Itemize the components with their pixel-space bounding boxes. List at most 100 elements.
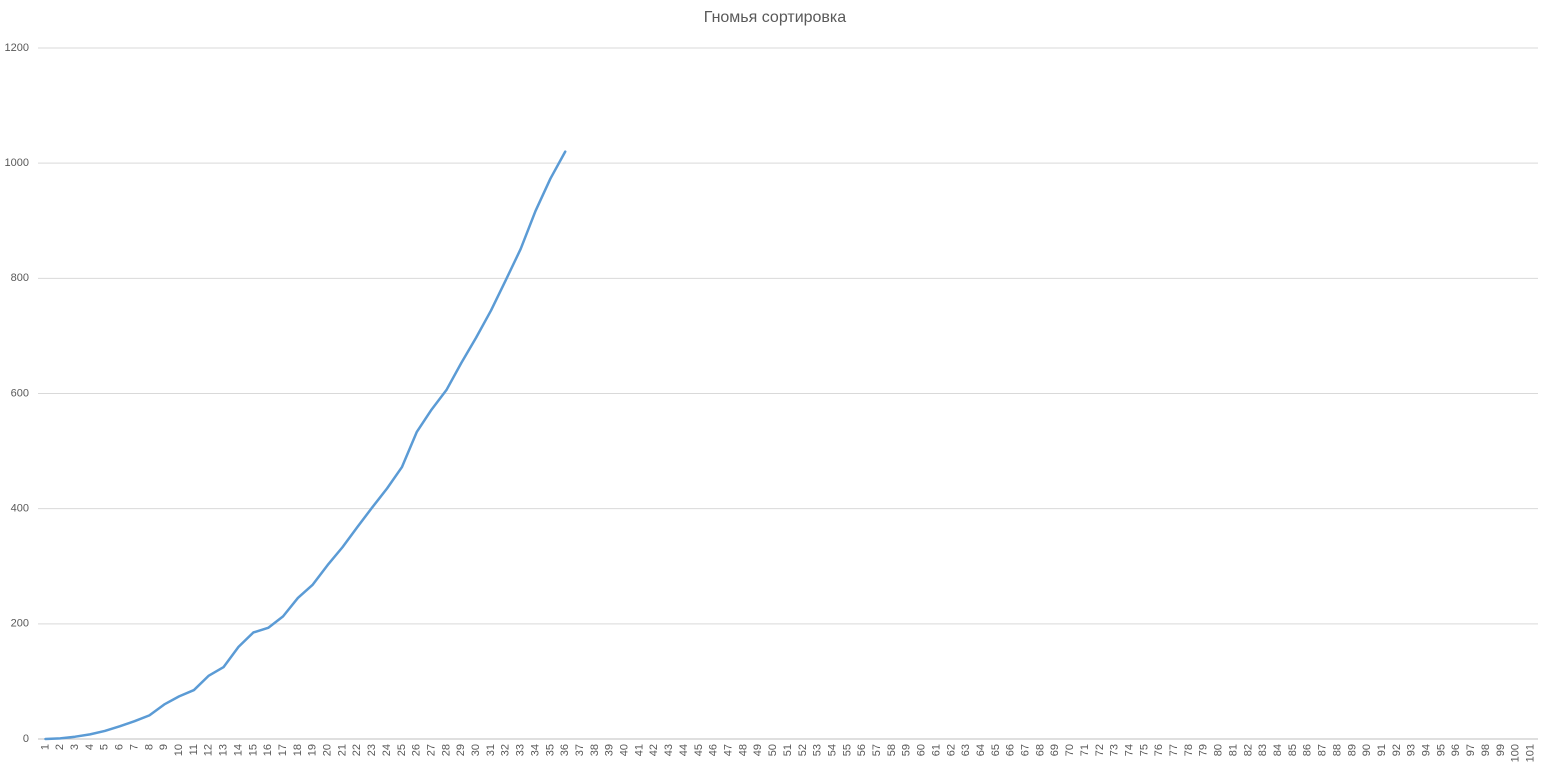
- x-tick-label: 87: [1317, 744, 1329, 756]
- x-tick-label: 50: [767, 744, 779, 756]
- x-tick-label: 20: [322, 744, 334, 756]
- x-tick-label: 85: [1287, 744, 1299, 756]
- x-tick-label: 30: [470, 744, 482, 756]
- x-tick-label: 101: [1524, 744, 1536, 762]
- x-tick-label: 96: [1450, 744, 1462, 756]
- x-tick-label: 32: [500, 744, 512, 756]
- x-tick-label: 14: [232, 744, 244, 756]
- x-tick-label: 15: [247, 744, 259, 756]
- x-tick-label: 49: [752, 744, 764, 756]
- x-tick-label: 84: [1272, 744, 1284, 756]
- x-tick-label: 7: [128, 744, 140, 750]
- x-tick-label: 51: [782, 744, 794, 756]
- x-tick-label: 63: [960, 744, 972, 756]
- x-tick-label: 43: [663, 744, 675, 756]
- x-tick-label: 75: [1138, 744, 1150, 756]
- x-tick-label: 6: [114, 744, 126, 750]
- x-tick-label: 81: [1227, 744, 1239, 756]
- x-tick-label: 72: [1094, 744, 1106, 756]
- x-tick-label: 18: [292, 744, 304, 756]
- x-tick-label: 80: [1213, 744, 1225, 756]
- y-tick-label: 0: [23, 733, 29, 745]
- x-tick-label: 35: [544, 744, 556, 756]
- y-tick-label: 1000: [5, 157, 29, 169]
- y-tick-label: 1200: [5, 42, 29, 54]
- x-tick-label: 36: [559, 744, 571, 756]
- x-tick-label: 93: [1406, 744, 1418, 756]
- x-tick-label: 83: [1257, 744, 1269, 756]
- x-tick-label: 98: [1480, 744, 1492, 756]
- x-tick-label: 57: [871, 744, 883, 756]
- x-tick-label: 24: [381, 744, 393, 756]
- x-tick-label: 41: [633, 744, 645, 756]
- x-tick-label: 19: [307, 744, 319, 756]
- x-tick-label: 52: [797, 744, 809, 756]
- x-tick-label: 31: [485, 744, 497, 756]
- x-tick-label: 70: [1064, 744, 1076, 756]
- x-tick-label: 37: [574, 744, 586, 756]
- x-tick-label: 2: [54, 744, 66, 750]
- y-tick-label: 200: [11, 618, 29, 630]
- x-tick-label: 76: [1153, 744, 1165, 756]
- chart-title: Гномья сортировка: [704, 9, 846, 26]
- y-tick-label: 800: [11, 272, 29, 284]
- x-tick-label: 90: [1361, 744, 1373, 756]
- x-tick-label: 82: [1242, 744, 1254, 756]
- x-tick-label: 9: [158, 744, 170, 750]
- x-tick-label: 29: [455, 744, 467, 756]
- x-tick-label: 28: [440, 744, 452, 756]
- x-tick-label: 97: [1465, 744, 1477, 756]
- x-tick-label: 94: [1421, 744, 1433, 756]
- x-tick-label: 39: [604, 744, 616, 756]
- x-tick-label: 65: [990, 744, 1002, 756]
- x-tick-label: 44: [678, 744, 690, 756]
- x-tick-label: 67: [1020, 744, 1032, 756]
- x-tick-label: 38: [589, 744, 601, 756]
- x-tick-label: 79: [1198, 744, 1210, 756]
- x-tick-label: 73: [1109, 744, 1121, 756]
- x-tick-label: 33: [515, 744, 527, 756]
- x-tick-label: 21: [336, 744, 348, 756]
- x-tick-label: 61: [930, 744, 942, 756]
- x-tick-label: 55: [841, 744, 853, 756]
- y-tick-label: 600: [11, 387, 29, 399]
- x-tick-label: 23: [366, 744, 378, 756]
- x-tick-label: 86: [1302, 744, 1314, 756]
- x-tick-label: 3: [69, 744, 81, 750]
- x-tick-label: 54: [826, 744, 838, 756]
- x-tick-label: 59: [901, 744, 913, 756]
- x-tick-label: 27: [425, 744, 437, 756]
- x-tick-label: 34: [529, 744, 541, 756]
- x-tick-label: 58: [886, 744, 898, 756]
- x-tick-label: 5: [99, 744, 111, 750]
- x-tick-label: 56: [856, 744, 868, 756]
- x-tick-label: 78: [1183, 744, 1195, 756]
- x-tick-label: 48: [737, 744, 749, 756]
- x-tick-label: 1: [39, 744, 51, 750]
- x-tick-label: 8: [143, 744, 155, 750]
- x-tick-label: 69: [1049, 744, 1061, 756]
- x-tick-label: 60: [916, 744, 928, 756]
- x-tick-label: 17: [277, 744, 289, 756]
- x-tick-label: 62: [945, 744, 957, 756]
- x-tick-label: 22: [351, 744, 363, 756]
- x-tick-label: 91: [1376, 744, 1388, 756]
- x-tick-label: 88: [1331, 744, 1343, 756]
- x-tick-label: 25: [396, 744, 408, 756]
- x-tick-label: 40: [619, 744, 631, 756]
- x-tick-label: 95: [1435, 744, 1447, 756]
- x-tick-label: 10: [173, 744, 185, 756]
- x-tick-label: 13: [218, 744, 230, 756]
- x-tick-label: 11: [188, 744, 200, 755]
- data-line: [44, 150, 567, 741]
- x-tick-label: 47: [723, 744, 735, 756]
- x-tick-label: 46: [708, 744, 720, 756]
- x-tick-label: 99: [1495, 744, 1507, 756]
- x-tick-label: 16: [262, 744, 274, 756]
- x-tick-label: 26: [411, 744, 423, 756]
- x-tick-label: 4: [84, 744, 96, 750]
- x-tick-label: 12: [203, 744, 215, 756]
- x-tick-label: 42: [648, 744, 660, 756]
- x-tick-label: 71: [1079, 744, 1091, 756]
